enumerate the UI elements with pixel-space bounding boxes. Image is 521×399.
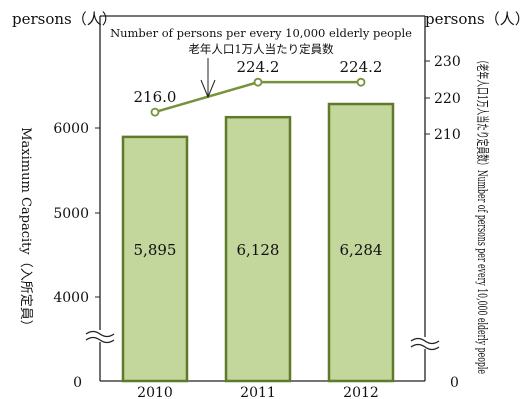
y-left-tick-label: 6000 bbox=[53, 121, 89, 137]
annotation-arrow bbox=[200, 58, 216, 99]
y-left-tick-label: 4000 bbox=[53, 290, 89, 306]
y-right-axis-title: （老年人口1万人当たり定員数）Number of persons per eve… bbox=[474, 56, 489, 374]
right-axis-break bbox=[410, 337, 440, 351]
line-value-label: 224.2 bbox=[340, 58, 383, 76]
x-tick-label: 2011 bbox=[240, 385, 276, 399]
y-right-ticks: 230 220 210 0 bbox=[425, 54, 461, 391]
bars-layer: 5,895 6,128 6,284 bbox=[121, 102, 395, 383]
left-axis-break bbox=[85, 330, 115, 344]
line-point bbox=[150, 107, 160, 117]
x-tick-label: 2010 bbox=[137, 385, 173, 399]
line-value-label: 216.0 bbox=[134, 88, 177, 106]
annotation-line-1: Number of persons per every 10,000 elder… bbox=[110, 26, 412, 40]
y-right-tick-label: 210 bbox=[434, 127, 461, 143]
bar-2012 bbox=[327, 102, 395, 383]
line-point bbox=[356, 77, 366, 87]
bar-value-label: 6,128 bbox=[237, 241, 280, 259]
annotation-line-2: 老年人口1万人当たり定員数 bbox=[188, 42, 334, 56]
y-left-tick-label: 0 bbox=[73, 375, 82, 391]
y-left-tick-label: 5000 bbox=[53, 206, 89, 222]
bar-2010 bbox=[121, 135, 189, 383]
y-right-tick-label: 230 bbox=[434, 54, 461, 70]
line-value-label: 224.2 bbox=[237, 58, 280, 76]
bar-value-label: 5,895 bbox=[134, 241, 177, 259]
line-point bbox=[253, 77, 263, 87]
y-right-tick-label: 0 bbox=[450, 375, 459, 391]
left-unit-label: persons（人） bbox=[12, 10, 117, 28]
y-left-axis-title: Maximum Capacity（入所定員） bbox=[18, 127, 33, 333]
y-right-tick-label: 220 bbox=[434, 91, 461, 107]
bar-value-label: 6,284 bbox=[340, 241, 383, 259]
y-left-ticks: 6000 5000 4000 0 bbox=[53, 121, 100, 391]
x-tick-label: 2012 bbox=[343, 385, 379, 399]
bar-2011 bbox=[224, 115, 292, 383]
x-tick-labels: 2010 2011 2012 bbox=[137, 385, 379, 399]
right-unit-label: persons（人） bbox=[425, 10, 521, 28]
line-layer: 216.0 224.2 224.2 bbox=[134, 58, 383, 117]
